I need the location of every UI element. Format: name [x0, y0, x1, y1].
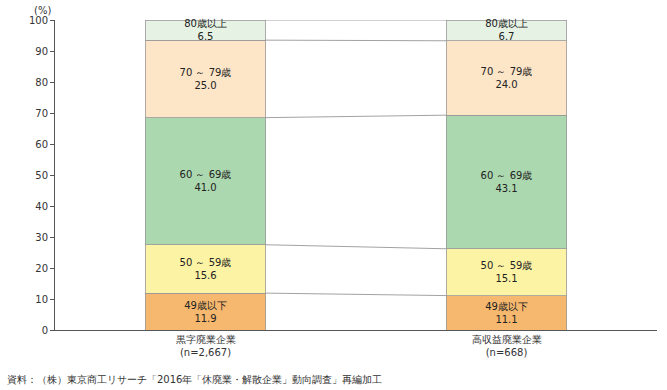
svg-text:(%): (%) — [34, 5, 51, 16]
svg-text:49歳以下11.1: 49歳以下11.1 — [485, 301, 528, 325]
svg-text:70 ～ 79歳24.0: 70 ～ 79歳24.0 — [481, 66, 533, 90]
svg-text:50: 50 — [35, 170, 48, 181]
svg-text:50 ～ 59歳15.6: 50 ～ 59歳15.6 — [180, 257, 232, 281]
svg-text:100: 100 — [29, 15, 48, 26]
svg-text:90: 90 — [35, 46, 48, 57]
svg-text:50 ～ 59歳15.1: 50 ～ 59歳15.1 — [481, 260, 533, 284]
svg-text:資料：（株）東京商工リサーチ「2016年「休廃業・解散企業」: 資料：（株）東京商工リサーチ「2016年「休廃業・解散企業」動向調査」再編加工 — [7, 374, 382, 385]
svg-text:70: 70 — [35, 108, 48, 119]
svg-text:0: 0 — [42, 325, 48, 336]
svg-text:60: 60 — [35, 139, 48, 150]
svg-text:60 ～ 69歳43.1: 60 ～ 69歳43.1 — [481, 170, 533, 194]
svg-text:20: 20 — [35, 263, 48, 274]
svg-text:80歳以上6.7: 80歳以上6.7 — [485, 18, 528, 42]
svg-text:60 ～ 69歳41.0: 60 ～ 69歳41.0 — [180, 169, 232, 193]
svg-text:80: 80 — [35, 77, 48, 88]
svg-text:40: 40 — [35, 201, 48, 212]
svg-text:10: 10 — [35, 294, 48, 305]
svg-text:49歳以下11.9: 49歳以下11.9 — [184, 300, 227, 324]
svg-text:30: 30 — [35, 232, 48, 243]
svg-text:70 ～ 79歳25.0: 70 ～ 79歳25.0 — [180, 67, 232, 91]
svg-text:黒字廃業企業(n=2,667): 黒字廃業企業(n=2,667) — [176, 334, 236, 358]
svg-text:高収益廃業企業(n=668): 高収益廃業企業(n=668) — [472, 334, 542, 358]
svg-text:80歳以上6.5: 80歳以上6.5 — [184, 18, 227, 42]
